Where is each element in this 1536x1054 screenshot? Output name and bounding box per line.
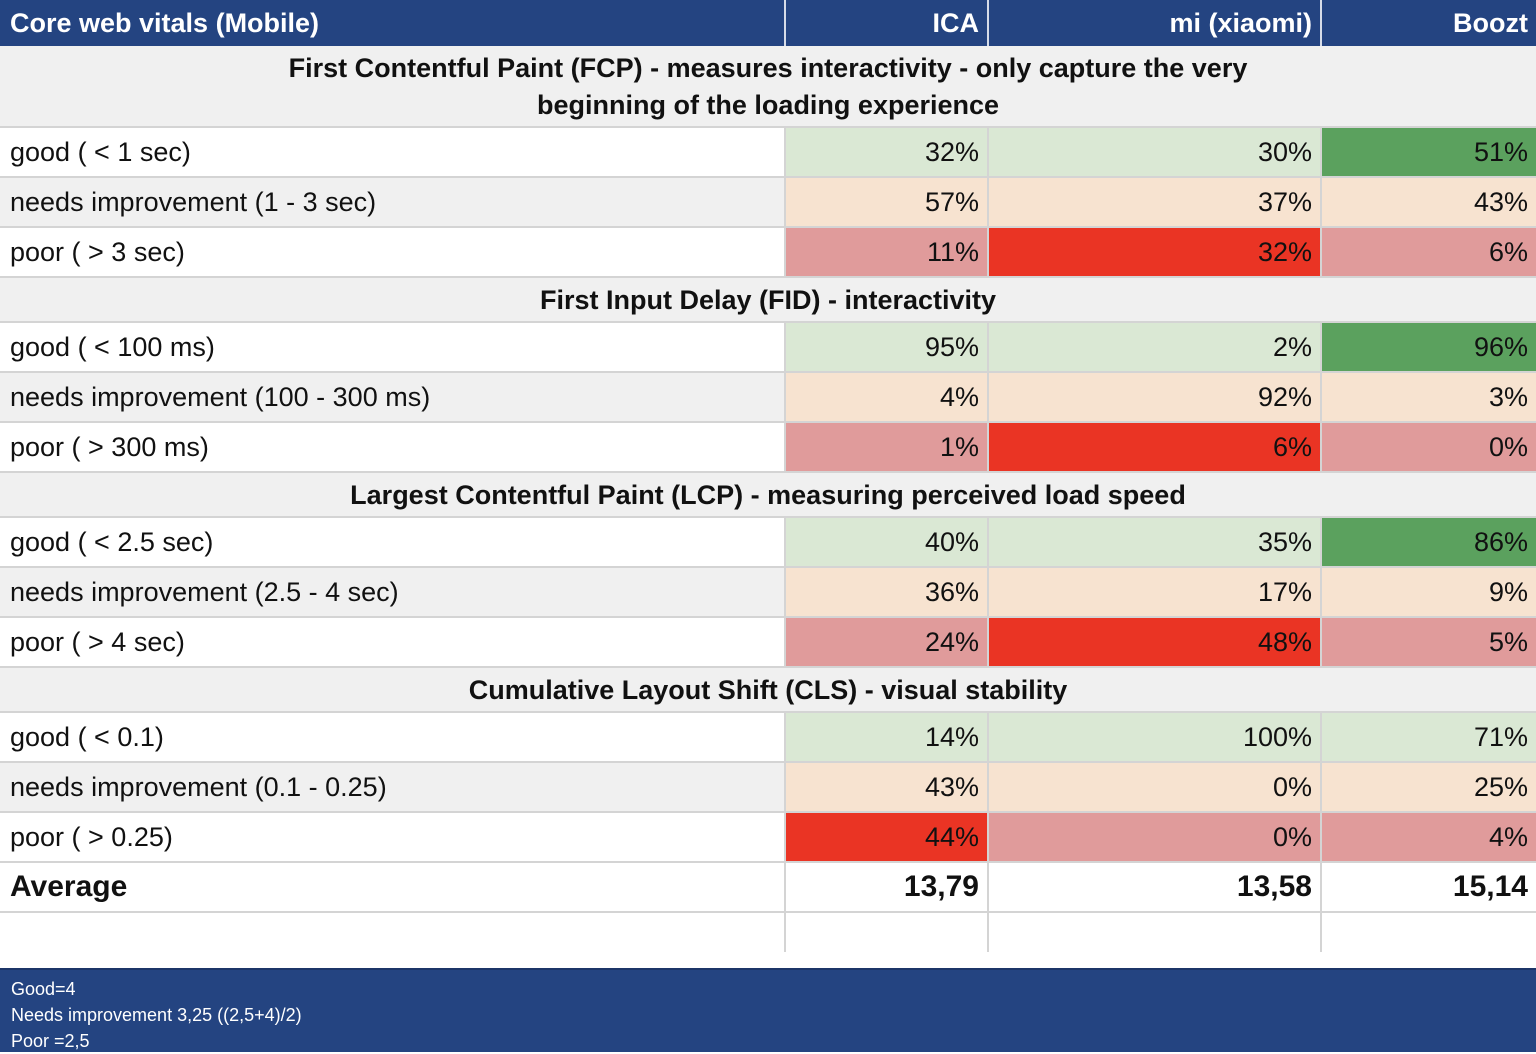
row-label[interactable]: good ( < 100 ms) — [0, 322, 786, 373]
average-value-boozt[interactable]: 15,14 — [1321, 862, 1536, 913]
value-cell[interactable]: 95% — [785, 322, 989, 373]
value-cell[interactable]: 4% — [1321, 812, 1536, 863]
section-header-fid: First Input Delay (FID) - interactivity — [0, 277, 1536, 323]
value-cell[interactable]: 36% — [785, 567, 989, 618]
average-row: Average 13,79 13,58 15,14 — [0, 862, 1536, 913]
section-title[interactable]: First Contentful Paint (FCP) - measures … — [0, 46, 1536, 128]
legend-line: Good=4 — [11, 979, 76, 999]
column-header-ica[interactable]: ICA — [785, 0, 989, 46]
table-title[interactable]: Core web vitals (Mobile) — [0, 0, 786, 46]
value-cell[interactable]: 51% — [1321, 127, 1536, 178]
table-row: needs improvement (1 - 3 sec) 57% 37% 43… — [0, 177, 1536, 228]
value-cell[interactable]: 0% — [988, 812, 1322, 863]
table-row: needs improvement (100 - 300 ms) 4% 92% … — [0, 372, 1536, 423]
value-cell[interactable]: 48% — [988, 617, 1322, 668]
legend-line: Poor =2,5 — [11, 1031, 90, 1051]
value-cell[interactable]: 1% — [785, 422, 989, 473]
empty-cell[interactable] — [785, 912, 989, 952]
section-title[interactable]: Largest Contentful Paint (LCP) - measuri… — [0, 472, 1536, 518]
value-cell[interactable]: 0% — [1321, 422, 1536, 473]
value-cell[interactable]: 6% — [988, 422, 1322, 473]
value-cell[interactable]: 40% — [785, 517, 989, 568]
table-row: poor ( > 0.25) 44% 0% 4% — [0, 812, 1536, 863]
value-cell[interactable]: 43% — [785, 762, 989, 813]
empty-cell[interactable] — [0, 912, 786, 952]
section-header-fcp: First Contentful Paint (FCP) - measures … — [0, 46, 1536, 128]
value-cell[interactable]: 24% — [785, 617, 989, 668]
section-title-line: beginning of the loading experience — [536, 90, 1000, 120]
value-cell[interactable]: 30% — [988, 127, 1322, 178]
legend-line: Needs improvement 3,25 ((2,5+4)/2) — [11, 1005, 302, 1025]
value-cell[interactable]: 86% — [1321, 517, 1536, 568]
value-cell[interactable]: 17% — [988, 567, 1322, 618]
average-value-ica[interactable]: 13,79 — [785, 862, 989, 913]
section-title[interactable]: First Input Delay (FID) - interactivity — [0, 277, 1536, 323]
row-label[interactable]: good ( < 0.1) — [0, 712, 786, 763]
row-label[interactable]: poor ( > 4 sec) — [0, 617, 786, 668]
table-row: needs improvement (0.1 - 0.25) 43% 0% 25… — [0, 762, 1536, 813]
table-row: good ( < 1 sec) 32% 30% 51% — [0, 127, 1536, 178]
empty-row — [0, 912, 1536, 952]
table-row: good ( < 100 ms) 95% 2% 96% — [0, 322, 1536, 373]
row-label[interactable]: needs improvement (2.5 - 4 sec) — [0, 567, 786, 618]
row-label[interactable]: good ( < 2.5 sec) — [0, 517, 786, 568]
column-header-boozt[interactable]: Boozt — [1321, 0, 1536, 46]
average-label[interactable]: Average — [0, 862, 786, 913]
section-header-cls: Cumulative Layout Shift (CLS) - visual s… — [0, 667, 1536, 713]
table-row: poor ( > 4 sec) 24% 48% 5% — [0, 617, 1536, 668]
value-cell[interactable]: 5% — [1321, 617, 1536, 668]
table-row: good ( < 2.5 sec) 40% 35% 86% — [0, 517, 1536, 568]
value-cell[interactable]: 6% — [1321, 227, 1536, 278]
value-cell[interactable]: 43% — [1321, 177, 1536, 228]
table-row: good ( < 0.1) 14% 100% 71% — [0, 712, 1536, 763]
value-cell[interactable]: 92% — [988, 372, 1322, 423]
empty-cell[interactable] — [1321, 912, 1536, 952]
value-cell[interactable]: 100% — [988, 712, 1322, 763]
table-row: poor ( > 3 sec) 11% 32% 6% — [0, 227, 1536, 278]
average-value-mi[interactable]: 13,58 — [988, 862, 1322, 913]
row-label[interactable]: poor ( > 3 sec) — [0, 227, 786, 278]
value-cell[interactable]: 0% — [988, 762, 1322, 813]
value-cell[interactable]: 4% — [785, 372, 989, 423]
value-cell[interactable]: 25% — [1321, 762, 1536, 813]
core-web-vitals-table: Core web vitals (Mobile) ICA mi (xiaomi)… — [0, 0, 1536, 952]
row-label[interactable]: needs improvement (1 - 3 sec) — [0, 177, 786, 228]
value-cell[interactable]: 14% — [785, 712, 989, 763]
table-row: poor ( > 300 ms) 1% 6% 0% — [0, 422, 1536, 473]
header-row: Core web vitals (Mobile) ICA mi (xiaomi)… — [0, 0, 1536, 46]
value-cell[interactable]: 44% — [785, 812, 989, 863]
value-cell[interactable]: 32% — [785, 127, 989, 178]
column-header-mi[interactable]: mi (xiaomi) — [988, 0, 1322, 46]
row-label[interactable]: good ( < 1 sec) — [0, 127, 786, 178]
row-label[interactable]: poor ( > 300 ms) — [0, 422, 786, 473]
section-header-lcp: Largest Contentful Paint (LCP) - measuri… — [0, 472, 1536, 518]
value-cell[interactable]: 35% — [988, 517, 1322, 568]
row-label[interactable]: needs improvement (0.1 - 0.25) — [0, 762, 786, 813]
value-cell[interactable]: 11% — [785, 227, 989, 278]
row-label[interactable]: poor ( > 0.25) — [0, 812, 786, 863]
value-cell[interactable]: 9% — [1321, 567, 1536, 618]
section-title-line: First Contentful Paint (FCP) - measures … — [288, 53, 1248, 83]
empty-cell[interactable] — [988, 912, 1322, 952]
value-cell[interactable]: 57% — [785, 177, 989, 228]
value-cell[interactable]: 2% — [988, 322, 1322, 373]
row-label[interactable]: needs improvement (100 - 300 ms) — [0, 372, 786, 423]
value-cell[interactable]: 32% — [988, 227, 1322, 278]
value-cell[interactable]: 96% — [1321, 322, 1536, 373]
value-cell[interactable]: 3% — [1321, 372, 1536, 423]
table-row: needs improvement (2.5 - 4 sec) 36% 17% … — [0, 567, 1536, 618]
scoring-legend: Good=4 Needs improvement 3,25 ((2,5+4)/2… — [0, 968, 1536, 1052]
value-cell[interactable]: 71% — [1321, 712, 1536, 763]
section-title[interactable]: Cumulative Layout Shift (CLS) - visual s… — [0, 667, 1536, 713]
value-cell[interactable]: 37% — [988, 177, 1322, 228]
